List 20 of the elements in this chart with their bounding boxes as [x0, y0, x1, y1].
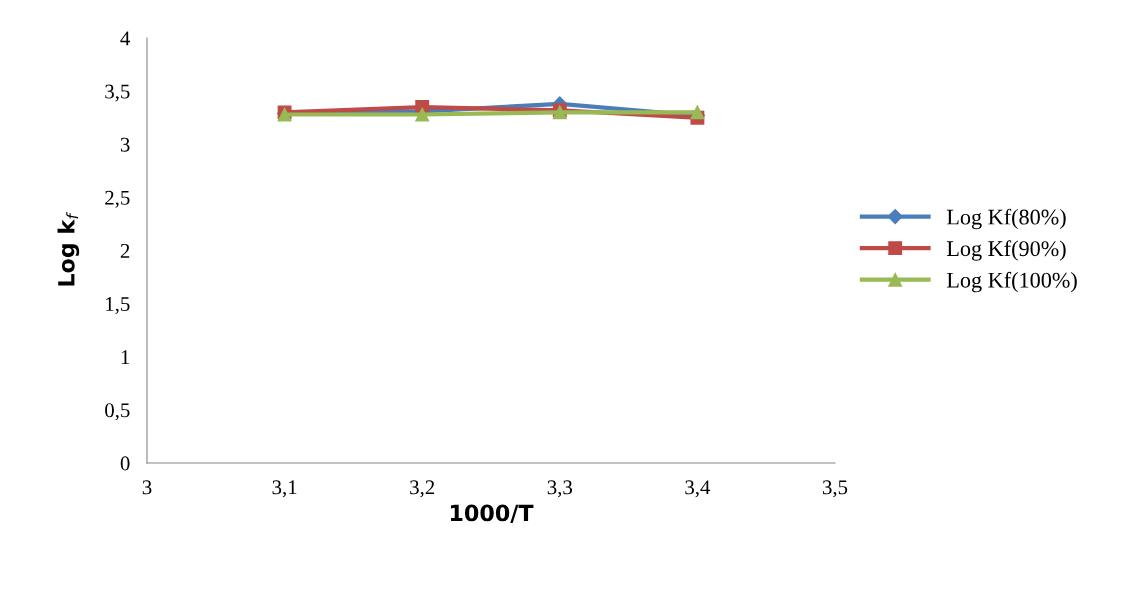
- y-tick-label: 1: [121, 350, 130, 364]
- y-tick-label: 2: [120, 243, 130, 258]
- x-tick-label: 3,5: [822, 480, 848, 498]
- y-tick-label: 0: [120, 456, 130, 471]
- y-tick-label: 4: [120, 31, 131, 46]
- y-tick-label: 3: [120, 137, 130, 152]
- x-tick-label: 3: [142, 480, 152, 495]
- x-axis-title: 1000/T: [450, 504, 534, 524]
- x-tick-label: 3,2: [410, 480, 435, 498]
- y-tick-label: 0,5: [105, 403, 130, 421]
- y-tick-label: 2,5: [105, 190, 130, 208]
- y-tick-label: 3,5: [105, 84, 130, 102]
- x-tick-label: 3,3: [547, 480, 573, 498]
- legend-label: Log Kf(90%): [946, 240, 1066, 261]
- legend-label: Log Kf(100%): [946, 271, 1077, 293]
- y-tick-label: 1,5: [106, 297, 130, 315]
- x-tick-label: 3,4: [685, 480, 711, 498]
- x-tick-label: 3,1: [272, 480, 297, 498]
- y-axis-title: Log k$_{f}$: [57, 212, 80, 286]
- legend-label: Log Kf(80%): [946, 208, 1066, 230]
